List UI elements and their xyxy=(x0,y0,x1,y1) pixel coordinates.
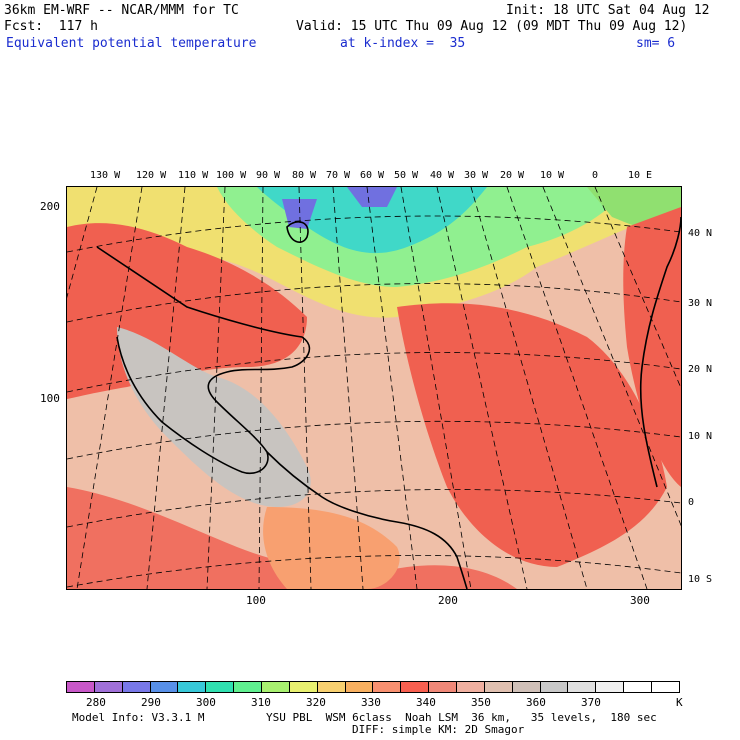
colorbar-unit: K xyxy=(676,696,683,709)
level-info: at k-index = 35 xyxy=(340,36,466,51)
model-info: Model Info: V3.3.1 M xyxy=(72,711,205,724)
colorbar-tick-label: 350 xyxy=(471,696,491,709)
colorbar-swatch xyxy=(94,682,123,692)
colorbar-swatch xyxy=(234,682,263,692)
colorbar-swatch xyxy=(429,682,458,692)
lat-label: 10 S xyxy=(688,574,713,585)
colorbar-tick-label: 290 xyxy=(141,696,161,709)
map-panel xyxy=(66,186,682,590)
grid-y-label: 200 xyxy=(40,200,60,213)
grid-x-label: 200 xyxy=(438,594,458,607)
colorbar-tick-label: 360 xyxy=(526,696,546,709)
colorbar-swatch xyxy=(206,682,235,692)
lon-label: 20 W xyxy=(500,170,525,181)
physics-info: YSU PBL WSM 6class Noah LSM 36 km, 35 le… xyxy=(266,711,657,724)
colorbar-swatch xyxy=(345,682,374,692)
lat-label: 20 N xyxy=(688,364,713,375)
lat-label: 40 N xyxy=(688,228,713,239)
colorbar-swatch xyxy=(484,682,513,692)
field-name: Equivalent potential temperature xyxy=(6,36,257,51)
lon-label: 60 W xyxy=(360,170,385,181)
colorbar-swatch xyxy=(540,682,569,692)
colorbar-swatch xyxy=(401,682,430,692)
colorbar-swatch xyxy=(262,682,290,692)
smoothing-info: sm= 6 xyxy=(636,36,676,51)
lon-label: 40 W xyxy=(430,170,455,181)
colorbar-swatch xyxy=(457,682,485,692)
lon-label: 80 W xyxy=(292,170,317,181)
grid-x-label: 100 xyxy=(246,594,266,607)
colorbar-swatch xyxy=(624,682,653,692)
lon-label: 100 W xyxy=(216,170,247,181)
colorbar-swatch xyxy=(652,682,679,692)
colorbar-tick-label: 320 xyxy=(306,696,326,709)
lat-label: 10 N xyxy=(688,431,713,442)
colorbar-swatch xyxy=(317,682,346,692)
lon-label: 110 W xyxy=(178,170,209,181)
colorbar-tick-label: 340 xyxy=(416,696,436,709)
colorbar-tick-label: 370 xyxy=(581,696,601,709)
colorbar-tick-label: 310 xyxy=(251,696,271,709)
colorbar-swatch xyxy=(122,682,151,692)
valid-time: Valid: 15 UTC Thu 09 Aug 12 (09 MDT Thu … xyxy=(296,19,688,34)
lon-label: 90 W xyxy=(256,170,281,181)
init-time: Init: 18 UTC Sat 04 Aug 12 xyxy=(506,3,710,18)
lon-label: 120 W xyxy=(136,170,167,181)
lon-label: 0 xyxy=(592,170,599,181)
equivalent-potential-temperature-map xyxy=(67,187,681,589)
lon-label: 10 W xyxy=(540,170,565,181)
colorbar-swatch xyxy=(67,682,95,692)
colorbar-tick-label: 300 xyxy=(196,696,216,709)
colorbar-tick-label: 280 xyxy=(86,696,106,709)
grid-x-label: 300 xyxy=(630,594,650,607)
colorbar-swatch xyxy=(568,682,597,692)
lon-label: 30 W xyxy=(464,170,489,181)
colorbar-swatch xyxy=(150,682,179,692)
lat-label: 0 xyxy=(688,497,695,508)
colorbar-swatch xyxy=(596,682,625,692)
diffusion-info: DIFF: simple KM: 2D Smagor xyxy=(352,723,525,736)
lon-label: 70 W xyxy=(326,170,351,181)
grid-y-label: 100 xyxy=(40,392,60,405)
lat-label: 30 N xyxy=(688,298,713,309)
model-title: 36km EM-WRF -- NCAR/MMM for TC xyxy=(4,3,239,18)
colorbar-swatch xyxy=(178,682,207,692)
forecast-hour: Fcst: 117 h xyxy=(4,19,98,34)
colorbar-swatch xyxy=(373,682,402,692)
lon-label: 10 E xyxy=(628,170,653,181)
lon-label: 50 W xyxy=(394,170,419,181)
colorbar-tick-label: 330 xyxy=(361,696,381,709)
colorbar-swatch xyxy=(512,682,541,692)
lon-label: 130 W xyxy=(90,170,121,181)
colorbar-swatch xyxy=(289,682,318,692)
colorbar xyxy=(66,681,680,693)
